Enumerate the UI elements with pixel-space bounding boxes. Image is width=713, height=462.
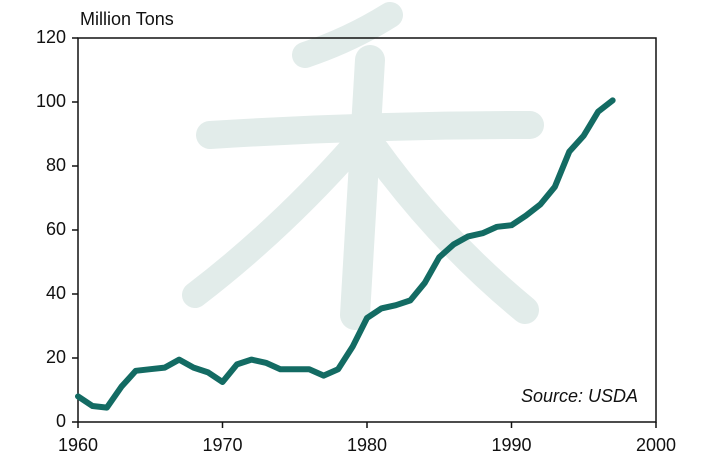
x-tick-label: 1960	[58, 435, 98, 455]
source-note: Source: USDA	[521, 386, 638, 406]
chart: Million Tons Source: USDA 0 20 40 60 80 100 12…	[0, 0, 713, 462]
y-tick-label: 20	[46, 347, 66, 367]
x-tick-label: 1990	[491, 435, 531, 455]
y-axis-label: Million Tons	[80, 9, 174, 29]
x-tick-label: 1970	[202, 435, 242, 455]
x-tick-label: 1980	[347, 435, 387, 455]
y-tick-label: 0	[56, 411, 66, 431]
x-tick-label: 2000	[636, 435, 676, 455]
y-tick-label: 40	[46, 283, 66, 303]
y-tick-label: 80	[46, 155, 66, 175]
y-tick-label: 60	[46, 219, 66, 239]
y-tick-label: 120	[36, 27, 66, 47]
watermark	[195, 15, 530, 315]
y-tick-label: 100	[36, 91, 66, 111]
